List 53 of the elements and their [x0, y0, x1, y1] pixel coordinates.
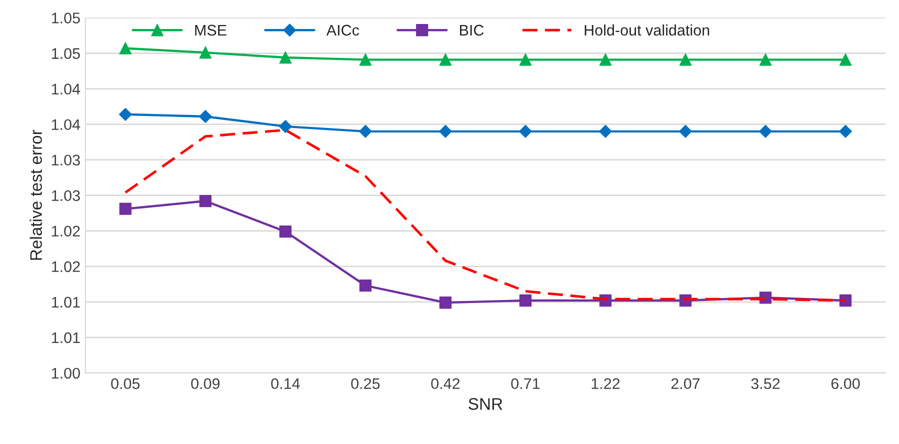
point: [519, 125, 532, 138]
legend-label: AICc: [326, 24, 360, 36]
x-tick-label: 0.25: [351, 378, 380, 390]
y-tick-label: 1.01: [52, 296, 80, 308]
legend-label: Hold-out validation: [584, 24, 710, 36]
y-tick-label: 1.01: [52, 332, 80, 344]
y-tick-label: 1.03: [52, 190, 80, 202]
x-tick-label: 6.00: [831, 378, 860, 390]
point: [759, 125, 772, 138]
point: [119, 108, 132, 121]
y-tick-label: 1.02: [52, 226, 80, 237]
point: [359, 280, 372, 292]
legend-label: MSE: [195, 24, 226, 36]
y-tick-label: 1.02: [52, 261, 80, 272]
x-tick-label: 0.42: [431, 378, 460, 390]
point: [119, 202, 132, 215]
point: [199, 194, 212, 208]
x-tick-label: 0.05: [111, 378, 140, 390]
x-tick-label: 3.52: [751, 378, 780, 390]
point: [199, 46, 212, 59]
y-tick-label: 1.00: [52, 368, 80, 379]
point: [439, 125, 452, 138]
point: [759, 54, 772, 66]
point: [839, 54, 852, 66]
y-tick-label: 1.04: [52, 84, 80, 94]
point: [679, 125, 692, 138]
point: [199, 110, 212, 123]
x-tick-label: 0.14: [271, 378, 300, 390]
x-axis-title: SNR: [468, 398, 502, 410]
point: [679, 54, 692, 66]
point: [359, 54, 372, 66]
y-axis-title: Relative test error: [30, 130, 42, 260]
point: [279, 120, 292, 133]
point: [599, 54, 612, 66]
point: [279, 51, 292, 64]
y-tick-label: 1.05: [52, 48, 80, 59]
point: [359, 125, 372, 138]
y-tick-label: 1.03: [52, 154, 80, 166]
x-tick-label: 0.09: [191, 378, 220, 390]
x-tick-label: 1.22: [592, 378, 620, 389]
legend-label: BIC: [460, 24, 484, 36]
point: [279, 226, 292, 238]
point: [519, 294, 532, 307]
x-tick-label: 0.71: [511, 378, 540, 390]
point: [599, 125, 612, 138]
point: [519, 54, 532, 66]
y-tick-label: 1.04: [52, 119, 80, 130]
point: [839, 125, 852, 138]
point: [119, 42, 132, 54]
point: [439, 54, 452, 66]
y-tick-label: 1.05: [52, 12, 80, 24]
point: [439, 296, 452, 309]
x-tick-label: 2.07: [671, 378, 700, 390]
